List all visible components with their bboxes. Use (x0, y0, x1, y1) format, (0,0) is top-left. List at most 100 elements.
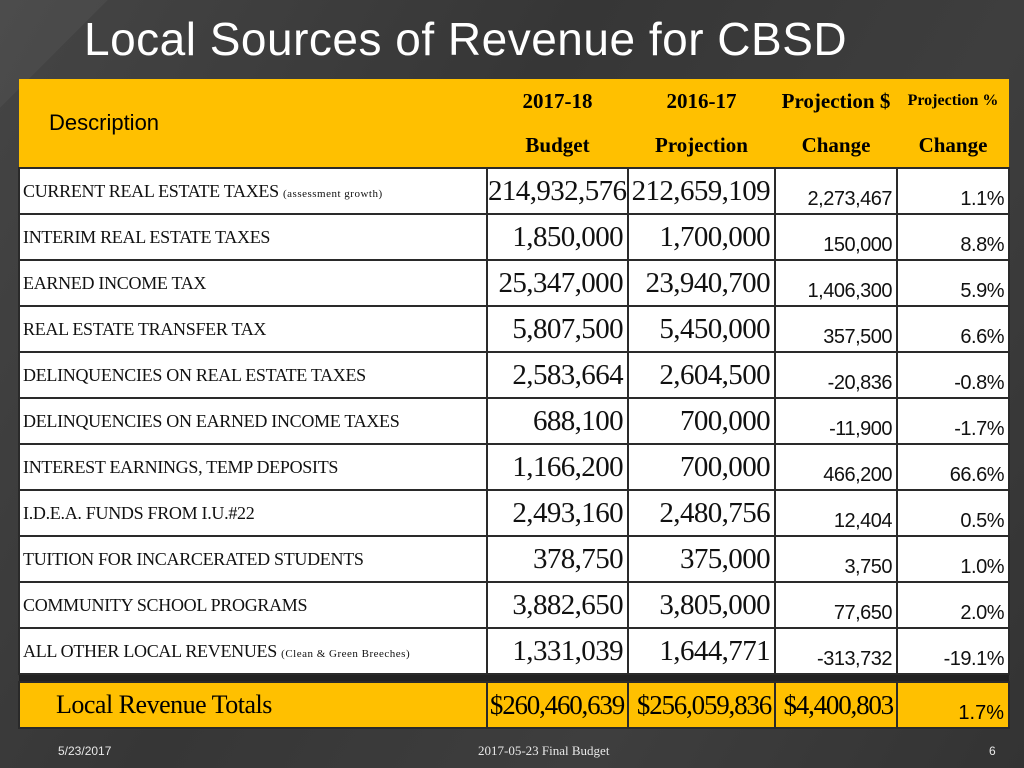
header-budget-year: 2017-18 (487, 79, 628, 123)
table-row: TUITION FOR INCARCERATED STUDENTS 378,750… (18, 535, 1010, 583)
row-budget: 214,932,576 (486, 167, 629, 215)
row-description: I.D.E.A. FUNDS FROM I.U.#22 (18, 489, 488, 537)
row-change: 3,750 (774, 535, 898, 583)
row-percent: 2.0% (896, 581, 1010, 629)
row-percent: -19.1% (896, 627, 1010, 675)
row-label: EARNED INCOME TAX (23, 272, 207, 293)
row-budget: 2,583,664 (486, 351, 629, 399)
row-label: INTERIM REAL ESTATE TAXES (23, 226, 271, 247)
row-description: INTEREST EARNINGS, TEMP DEPOSITS (18, 443, 488, 491)
row-projection: 1,700,000 (627, 213, 776, 261)
row-change: -11,900 (774, 397, 898, 445)
table-row: DELINQUENCIES ON REAL ESTATE TAXES 2,583,… (18, 351, 1010, 399)
table-row: I.D.E.A. FUNDS FROM I.U.#22 2,493,160 2,48… (18, 489, 1010, 537)
row-projection: 3,805,000 (627, 581, 776, 629)
row-change: 357,500 (774, 305, 898, 353)
row-projection: 375,000 (627, 535, 776, 583)
row-label: TUITION FOR INCARCERATED STUDENTS (23, 548, 364, 569)
row-label: DELINQUENCIES ON REAL ESTATE TAXES (23, 364, 366, 385)
row-change: -313,732 (774, 627, 898, 675)
row-label: COMMUNITY SCHOOL PROGRAMS (23, 594, 308, 615)
totals-percent: 1.7% (896, 681, 1010, 729)
row-percent: 0.5% (896, 489, 1010, 537)
row-percent: -1.7% (896, 397, 1010, 445)
row-label: CURRENT REAL ESTATE TAXES (23, 180, 279, 201)
row-projection: 23,940,700 (627, 259, 776, 307)
row-projection: 2,604,500 (627, 351, 776, 399)
header-description: Description (19, 79, 487, 168)
row-percent: 6.6% (896, 305, 1010, 353)
totals-change: $4,400,803 (774, 681, 898, 729)
row-change: -20,836 (774, 351, 898, 399)
header-projection-label: Projection (628, 123, 775, 168)
row-projection: 212,659,109 (627, 167, 776, 215)
table-row: ALL OTHER LOCAL REVENUES (Clean & Green … (18, 627, 1010, 675)
row-percent: 66.6% (896, 443, 1010, 491)
table-row: CURRENT REAL ESTATE TAXES (assessment gr… (18, 167, 1010, 215)
row-percent: 8.8% (896, 213, 1010, 261)
row-change: 466,200 (774, 443, 898, 491)
table-row: DELINQUENCIES ON EARNED INCOME TAXES 688,… (18, 397, 1010, 445)
row-label: ALL OTHER LOCAL REVENUES (23, 640, 277, 661)
table-row: REAL ESTATE TRANSFER TAX 5,807,500 5,450,0… (18, 305, 1010, 353)
row-note: (Clean & Green Breeches) (281, 647, 411, 660)
table-row: COMMUNITY SCHOOL PROGRAMS 3,882,650 3,805,… (18, 581, 1010, 629)
footer-page-number: 6 (989, 744, 996, 758)
row-description: INTERIM REAL ESTATE TAXES (18, 213, 488, 261)
row-description: DELINQUENCIES ON EARNED INCOME TAXES (18, 397, 488, 445)
totals-label: Local Revenue Totals (18, 681, 488, 729)
footer-date: 5/23/2017 (58, 744, 112, 758)
row-change: 150,000 (774, 213, 898, 261)
row-percent: 1.1% (896, 167, 1010, 215)
row-projection: 1,644,771 (627, 627, 776, 675)
row-budget: 2,493,160 (486, 489, 629, 537)
row-description: EARNED INCOME TAX (18, 259, 488, 307)
row-projection: 700,000 (627, 397, 776, 445)
row-budget: 1,331,039 (486, 627, 629, 675)
table-row: EARNED INCOME TAX 25,347,000 23,940,700 1,4… (18, 259, 1010, 307)
row-budget: 5,807,500 (486, 305, 629, 353)
row-budget: 3,882,650 (486, 581, 629, 629)
row-description: CURRENT REAL ESTATE TAXES (assessment gr… (18, 167, 488, 215)
header-projection-year: 2016-17 (628, 79, 775, 123)
row-description: COMMUNITY SCHOOL PROGRAMS (18, 581, 488, 629)
row-label: DELINQUENCIES ON EARNED INCOME TAXES (23, 410, 400, 431)
row-label: I.D.E.A. FUNDS FROM I.U.#22 (23, 502, 255, 523)
row-budget: 378,750 (486, 535, 629, 583)
row-percent: -0.8% (896, 351, 1010, 399)
totals-budget: $260,460,639 (486, 681, 629, 729)
row-percent: 1.0% (896, 535, 1010, 583)
row-change: 2,273,467 (774, 167, 898, 215)
table-body: CURRENT REAL ESTATE TAXES (assessment gr… (18, 167, 1010, 675)
row-change: 1,406,300 (774, 259, 898, 307)
row-note: (assessment growth) (283, 187, 383, 200)
row-projection: 5,450,000 (627, 305, 776, 353)
row-change: 12,404 (774, 489, 898, 537)
header-change-dollar-label: Change (775, 123, 897, 168)
slide-title: Local Sources of Revenue for CBSD (84, 13, 848, 65)
row-description: DELINQUENCIES ON REAL ESTATE TAXES (18, 351, 488, 399)
row-budget: 688,100 (486, 397, 629, 445)
row-description: TUITION FOR INCARCERATED STUDENTS (18, 535, 488, 583)
row-description: REAL ESTATE TRANSFER TAX (18, 305, 488, 353)
row-budget: 1,850,000 (486, 213, 629, 261)
row-label: REAL ESTATE TRANSFER TAX (23, 318, 267, 339)
revenue-table: Description 2017-18 2016-17 Projection $… (18, 79, 1010, 729)
row-budget: 25,347,000 (486, 259, 629, 307)
header-budget-label: Budget (487, 123, 628, 168)
totals-row: Local Revenue Totals $260,460,639 $256,0… (18, 681, 1010, 729)
row-change: 77,650 (774, 581, 898, 629)
table-row: INTEREST EARNINGS, TEMP DEPOSITS 1,166,20… (18, 443, 1010, 491)
row-budget: 1,166,200 (486, 443, 629, 491)
totals-projection: $256,059,836 (627, 681, 776, 729)
row-description: ALL OTHER LOCAL REVENUES (Clean & Green … (18, 627, 488, 675)
row-label: INTEREST EARNINGS, TEMP DEPOSITS (23, 456, 339, 477)
header-change-percent: Projection % (897, 79, 1009, 123)
header-change-dollar: Projection $ (775, 79, 897, 123)
row-projection: 2,480,756 (627, 489, 776, 537)
table-row: INTERIM REAL ESTATE TAXES 1,850,000 1,700,… (18, 213, 1010, 261)
footer-title: 2017-05-23 Final Budget (478, 743, 610, 758)
revenue-table-container: Description 2017-18 2016-17 Projection $… (18, 79, 1010, 729)
row-percent: 5.9% (896, 259, 1010, 307)
row-projection: 700,000 (627, 443, 776, 491)
